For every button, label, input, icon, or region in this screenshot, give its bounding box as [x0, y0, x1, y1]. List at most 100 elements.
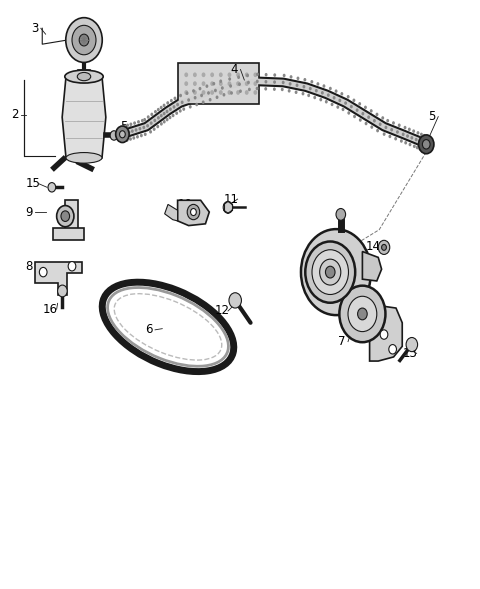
Circle shape [193, 96, 196, 100]
Text: 5: 5 [120, 120, 128, 133]
Circle shape [202, 81, 205, 86]
Circle shape [129, 137, 132, 141]
Circle shape [116, 126, 129, 143]
Circle shape [169, 107, 172, 111]
Circle shape [325, 100, 328, 104]
Circle shape [58, 285, 67, 297]
Polygon shape [370, 305, 402, 361]
Text: 14: 14 [366, 240, 381, 253]
Polygon shape [178, 63, 259, 104]
Circle shape [336, 105, 339, 109]
Polygon shape [35, 262, 82, 294]
Circle shape [309, 87, 312, 90]
Circle shape [143, 125, 145, 129]
Circle shape [214, 89, 217, 92]
Circle shape [303, 78, 306, 81]
Circle shape [348, 111, 350, 115]
Circle shape [134, 128, 137, 132]
Circle shape [253, 81, 257, 86]
Circle shape [329, 87, 332, 90]
Circle shape [245, 81, 249, 86]
Circle shape [422, 140, 430, 149]
Circle shape [179, 94, 182, 97]
Circle shape [389, 345, 396, 354]
Circle shape [166, 101, 169, 105]
Circle shape [237, 75, 240, 79]
Circle shape [184, 72, 188, 77]
Circle shape [246, 74, 249, 77]
Circle shape [421, 148, 424, 152]
Circle shape [340, 92, 343, 95]
Circle shape [128, 130, 131, 134]
Circle shape [228, 81, 231, 86]
Circle shape [408, 143, 411, 146]
Circle shape [68, 262, 76, 271]
Circle shape [311, 80, 313, 84]
Circle shape [305, 241, 355, 303]
Circle shape [153, 127, 156, 131]
Circle shape [209, 98, 212, 101]
Circle shape [160, 106, 163, 110]
Circle shape [256, 87, 259, 90]
Circle shape [350, 105, 353, 108]
Circle shape [420, 133, 423, 136]
Circle shape [150, 121, 153, 125]
Ellipse shape [66, 153, 102, 163]
Circle shape [404, 141, 407, 144]
Circle shape [394, 137, 397, 141]
Circle shape [422, 134, 425, 137]
Circle shape [212, 82, 215, 85]
Circle shape [418, 139, 421, 143]
Circle shape [166, 110, 168, 113]
Circle shape [256, 80, 259, 83]
Circle shape [296, 84, 299, 87]
Circle shape [378, 240, 390, 254]
Circle shape [371, 125, 373, 129]
Circle shape [219, 80, 222, 83]
Circle shape [221, 86, 224, 90]
Circle shape [386, 119, 389, 123]
Circle shape [39, 267, 47, 277]
Circle shape [282, 81, 285, 84]
Circle shape [417, 131, 420, 135]
Circle shape [408, 128, 411, 131]
Circle shape [131, 130, 134, 133]
Circle shape [137, 120, 140, 124]
Circle shape [219, 81, 223, 86]
Circle shape [66, 18, 102, 62]
Circle shape [187, 98, 190, 102]
Text: 3: 3 [31, 22, 38, 35]
Circle shape [228, 77, 231, 81]
Circle shape [301, 92, 304, 95]
Circle shape [283, 74, 286, 77]
Circle shape [163, 112, 166, 115]
Ellipse shape [65, 70, 103, 83]
Circle shape [138, 127, 142, 131]
Circle shape [333, 96, 336, 100]
Circle shape [193, 72, 197, 77]
Circle shape [122, 140, 125, 143]
Circle shape [210, 81, 214, 86]
Circle shape [273, 73, 276, 77]
Circle shape [239, 90, 242, 93]
Circle shape [147, 115, 150, 119]
Circle shape [423, 142, 426, 145]
Text: 8: 8 [25, 260, 33, 273]
Circle shape [166, 118, 168, 121]
Text: 13: 13 [403, 347, 418, 360]
Circle shape [301, 229, 371, 315]
Polygon shape [165, 204, 178, 221]
Circle shape [157, 108, 160, 111]
Circle shape [367, 115, 370, 119]
Text: 5: 5 [428, 110, 436, 123]
Circle shape [383, 133, 385, 136]
Polygon shape [65, 200, 78, 237]
Circle shape [410, 136, 413, 140]
Polygon shape [53, 228, 84, 240]
Text: 4: 4 [230, 63, 238, 76]
Circle shape [202, 72, 205, 77]
Circle shape [419, 135, 434, 154]
Circle shape [126, 124, 129, 127]
Circle shape [110, 131, 118, 140]
Circle shape [419, 147, 421, 151]
